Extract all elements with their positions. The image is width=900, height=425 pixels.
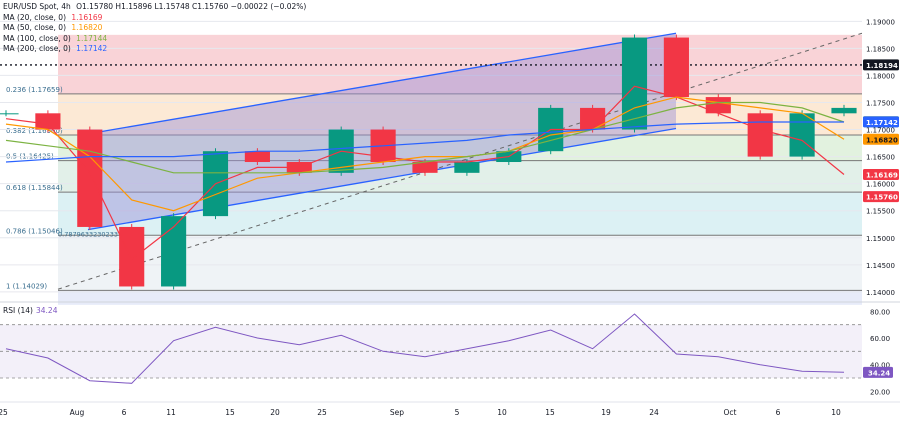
fib-level-label: 0.786 (1.15046) bbox=[6, 227, 63, 235]
time-tick-label: 6 bbox=[122, 408, 127, 417]
time-tick-label: 10 bbox=[831, 408, 841, 417]
channel-upper-line bbox=[87, 32, 677, 135]
ma-value: 1.17144 bbox=[76, 33, 108, 43]
price-badge bbox=[863, 191, 899, 203]
price-tick-label: 1.17000 bbox=[866, 127, 895, 135]
candle-body bbox=[705, 97, 731, 114]
price-tick-label: 1.15000 bbox=[866, 235, 895, 243]
fib-note: 0.7879633230233 bbox=[58, 231, 118, 239]
rsi-value: 34.24 bbox=[36, 306, 58, 315]
candle-body bbox=[119, 226, 145, 287]
price-tick-label: 1.14500 bbox=[866, 262, 895, 270]
price-tick-label: 1.18500 bbox=[866, 45, 895, 53]
ma-value: 1.16820 bbox=[71, 23, 103, 32]
ma-value: 1.17142 bbox=[76, 44, 108, 53]
rsi-tick-label: 20.00 bbox=[870, 388, 890, 396]
time-tick-label: Aug bbox=[70, 408, 85, 417]
candle-body bbox=[412, 162, 438, 173]
symbol-row: EUR/USD Spot, 4h O1.15780 H1.15896 L1.15… bbox=[3, 2, 306, 13]
price-badge-label: 1.18194 bbox=[866, 62, 898, 70]
rsi-badge-label: 34.24 bbox=[868, 369, 890, 377]
ma-legend-row[interactable]: MA (50, close, 0) 1.16820 bbox=[3, 23, 306, 34]
fib-band bbox=[58, 192, 862, 236]
rsi-tick-label: 80.00 bbox=[870, 308, 890, 316]
ohlc-values: O1.15780 H1.15896 L1.15748 C1.15760 −0.0… bbox=[76, 2, 307, 11]
ma-label: MA (100, close, 0) bbox=[3, 33, 71, 43]
candle-body bbox=[161, 216, 187, 287]
price-badge-label: 1.16169 bbox=[866, 172, 898, 180]
candle-body bbox=[77, 129, 103, 227]
fib-band bbox=[58, 290, 862, 305]
candle-body bbox=[621, 37, 648, 130]
candle-body bbox=[789, 113, 815, 157]
price-badge-label: 1.17142 bbox=[866, 119, 898, 127]
ma-value: 1.16169 bbox=[71, 12, 103, 22]
ma-legend-row[interactable]: MA (100, close, 0) 1.17144 bbox=[3, 34, 306, 45]
candle-body bbox=[454, 162, 480, 173]
ma-legend-row[interactable]: MA (20, close, 0) 1.16169 bbox=[3, 13, 306, 24]
fib-level-label: 0.382 (1.16900) bbox=[6, 127, 63, 135]
price-tick-label: 1.14000 bbox=[866, 289, 895, 297]
candle-body bbox=[831, 107, 857, 114]
ma-label: MA (50, close, 0) bbox=[3, 23, 67, 32]
rsi-tick-label: 60.00 bbox=[870, 335, 890, 343]
time-tick-label: 20 bbox=[270, 408, 280, 417]
ma-label: MA (200, close, 0) bbox=[3, 44, 71, 53]
price-badge-label: 1.15760 bbox=[866, 194, 898, 202]
ma-line bbox=[5, 96, 845, 212]
time-tick-label: 15 bbox=[545, 408, 555, 417]
time-tick-label: Sep bbox=[390, 408, 404, 417]
fib-band bbox=[58, 235, 862, 291]
ma-legend-row[interactable]: MA (200, close, 0) 1.17142 bbox=[3, 44, 306, 55]
price-badge bbox=[863, 133, 899, 145]
price-tick-label: 1.15500 bbox=[866, 208, 895, 216]
candle-body bbox=[580, 107, 606, 130]
candle-body bbox=[663, 37, 689, 98]
rsi-badge bbox=[863, 366, 893, 378]
time-tick-label: 25 bbox=[317, 408, 327, 417]
time-tick-label: Oct bbox=[724, 408, 737, 417]
rsi-label: RSI (14) bbox=[3, 306, 33, 315]
price-tick-label: 1.16500 bbox=[866, 154, 895, 162]
time-tick-label: 11 bbox=[166, 408, 176, 417]
time-tick-label: 15 bbox=[225, 408, 235, 417]
time-tick-label: 25 bbox=[0, 408, 8, 417]
price-badge bbox=[863, 169, 899, 181]
fib-level-label: 0.236 (1.17659) bbox=[6, 86, 63, 94]
time-tick-label: 10 bbox=[497, 408, 507, 417]
time-tick-label: 6 bbox=[776, 408, 781, 417]
fib-level-label: 1 (1.14029) bbox=[6, 282, 47, 290]
time-tick-label: 19 bbox=[601, 408, 611, 417]
price-tick-label: 1.16000 bbox=[866, 181, 895, 189]
price-tick-label: 1.17500 bbox=[866, 99, 895, 107]
channel-lower-line bbox=[87, 127, 677, 231]
price-badge bbox=[863, 59, 899, 71]
chart-legend: EUR/USD Spot, 4h O1.15780 H1.15896 L1.15… bbox=[3, 2, 306, 55]
price-tick-label: 1.18000 bbox=[866, 72, 895, 80]
ma-line bbox=[5, 121, 844, 163]
ma-label: MA (20, close, 0) bbox=[3, 12, 67, 22]
ma-line bbox=[5, 101, 845, 174]
fib-level-label: 0.618 (1.15844) bbox=[6, 184, 63, 192]
symbol-title[interactable]: EUR/USD Spot, 4h bbox=[3, 2, 71, 11]
rsi-tick-label: 40.00 bbox=[870, 362, 890, 370]
price-tick-label: 1.19000 bbox=[866, 18, 895, 26]
candle-body bbox=[0, 113, 19, 115]
candle-body bbox=[244, 151, 270, 163]
time-tick-label: 5 bbox=[455, 408, 460, 417]
candle-body bbox=[35, 113, 61, 130]
time-tick-label: 24 bbox=[649, 408, 659, 417]
price-badge-label: 1.16820 bbox=[866, 136, 898, 144]
rsi-line bbox=[5, 313, 845, 384]
candle-body bbox=[747, 113, 773, 157]
rsi-band bbox=[0, 324, 862, 378]
price-badge bbox=[863, 116, 899, 128]
